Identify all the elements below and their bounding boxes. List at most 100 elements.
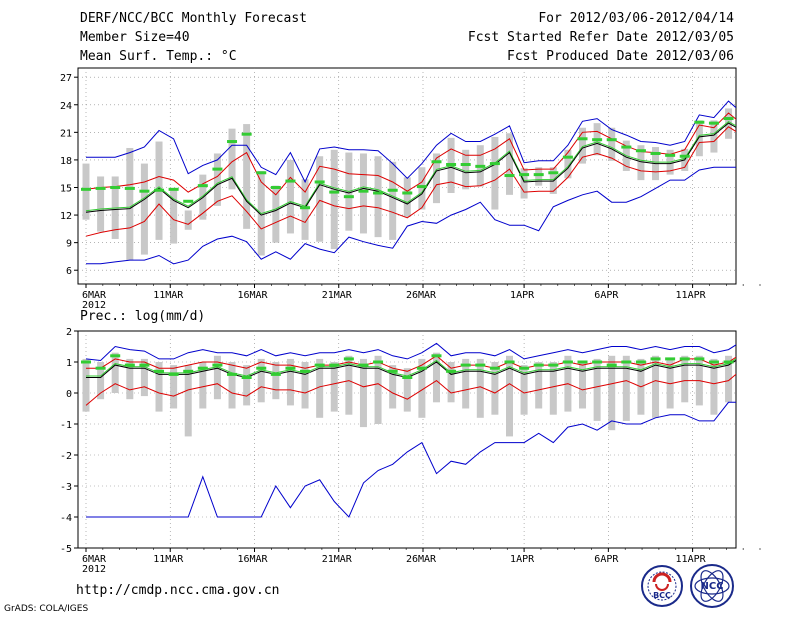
obs-mark (197, 184, 208, 188)
y-tick-label: 2 (66, 327, 72, 338)
obs-mark (95, 186, 106, 190)
range-box (316, 156, 324, 242)
range-box (520, 365, 528, 415)
obs-mark (416, 366, 427, 370)
obs-mark (723, 117, 734, 121)
range-box (140, 358, 148, 397)
obs-mark (256, 171, 267, 175)
obs-mark (387, 369, 398, 373)
obs-mark (402, 191, 413, 195)
series-ensemble-mean (85, 122, 736, 216)
forecast-period: For 2012/03/06-2012/04/14 (538, 11, 734, 26)
source-url[interactable]: http://cmdp.ncc.cma.gov.cn (76, 583, 280, 598)
obs-mark (314, 363, 325, 367)
chart-title: DERF/NCC/BCC Monthly Forecast (80, 11, 307, 26)
obs-mark (358, 189, 369, 193)
x-tick-label: 11MAR (153, 290, 184, 301)
obs-mark (241, 376, 252, 379)
series-ensemble-min (86, 401, 736, 518)
range-box (82, 358, 90, 412)
y-tick-label: 18 (60, 156, 72, 167)
range-box (228, 362, 236, 409)
range-box (476, 358, 484, 418)
range-box (491, 136, 499, 210)
range-box (710, 120, 718, 153)
range-box (549, 362, 557, 415)
range-box (374, 156, 382, 238)
range-box (389, 365, 397, 409)
range-box (520, 168, 528, 199)
range-box (447, 362, 455, 403)
obs-mark (489, 366, 500, 370)
obs-mark (416, 185, 427, 189)
obs-mark (475, 363, 486, 367)
y-tick-label: 0 (66, 389, 72, 400)
range-box (740, 350, 747, 400)
obs-mark (227, 372, 238, 376)
range-box (82, 163, 90, 220)
range-box (228, 128, 236, 190)
range-box (243, 365, 251, 406)
range-box (184, 365, 192, 437)
range-box (243, 124, 251, 229)
range-box (170, 189, 178, 244)
obs-mark (635, 149, 646, 153)
obs-mark (256, 366, 267, 370)
series-mean-shadow (86, 358, 736, 377)
obs-mark (124, 363, 135, 367)
obs-mark (548, 171, 559, 175)
x-tick-label: 21MAR (322, 554, 353, 565)
precip-label: Prec.: log(mm/d) (80, 309, 206, 324)
range-box (97, 176, 105, 232)
obs-mark (314, 180, 325, 184)
y-tick-label: 9 (66, 239, 72, 250)
range-box (330, 362, 338, 412)
y-tick-label: 21 (60, 128, 72, 139)
obs-mark (592, 138, 603, 142)
range-box (403, 368, 411, 412)
obs-mark (694, 357, 705, 361)
x-tick-label: 6MAR (82, 554, 107, 565)
obs-mark (285, 366, 296, 370)
range-box (432, 352, 440, 403)
plot-frame (77, 67, 737, 285)
y-tick-label: 1 (66, 358, 72, 369)
obs-mark (168, 187, 179, 191)
series-ensemble-min (86, 166, 736, 265)
obs-mark (446, 163, 457, 167)
obs-mark (460, 163, 471, 167)
x-tick-label: 21MAR (322, 290, 353, 301)
range-box (359, 358, 367, 428)
obs-mark (650, 357, 661, 361)
x-tick-label: 26MAR (406, 290, 437, 301)
range-box (126, 147, 134, 261)
obs-mark (562, 360, 573, 364)
year-label: 2012 (82, 564, 106, 575)
obs-mark (110, 185, 121, 189)
range-box (681, 355, 689, 403)
obs-mark (577, 360, 588, 364)
range-box (695, 120, 703, 157)
obs-mark (577, 137, 588, 141)
member-size: Member Size=40 (80, 30, 190, 45)
range-box (126, 358, 134, 400)
range-box (579, 127, 587, 164)
range-box (418, 358, 426, 418)
range-box (140, 163, 148, 255)
y-tick-label: -5 (60, 544, 72, 555)
obs-mark (548, 363, 559, 367)
x-tick-label: 11APR (676, 290, 707, 301)
plot-area (81, 100, 736, 265)
range-box (257, 358, 265, 403)
obs-mark (124, 186, 135, 190)
obs-mark (519, 173, 530, 177)
plot-area (81, 342, 747, 518)
x-tick-label: 26MAR (406, 554, 437, 565)
range-box (593, 358, 601, 421)
y-tick-label: -1 (60, 420, 72, 431)
y-tick-label: -3 (60, 482, 72, 493)
obs-mark (300, 206, 311, 210)
obs-mark (519, 366, 530, 370)
range-box (710, 358, 718, 415)
obs-mark (679, 357, 690, 361)
